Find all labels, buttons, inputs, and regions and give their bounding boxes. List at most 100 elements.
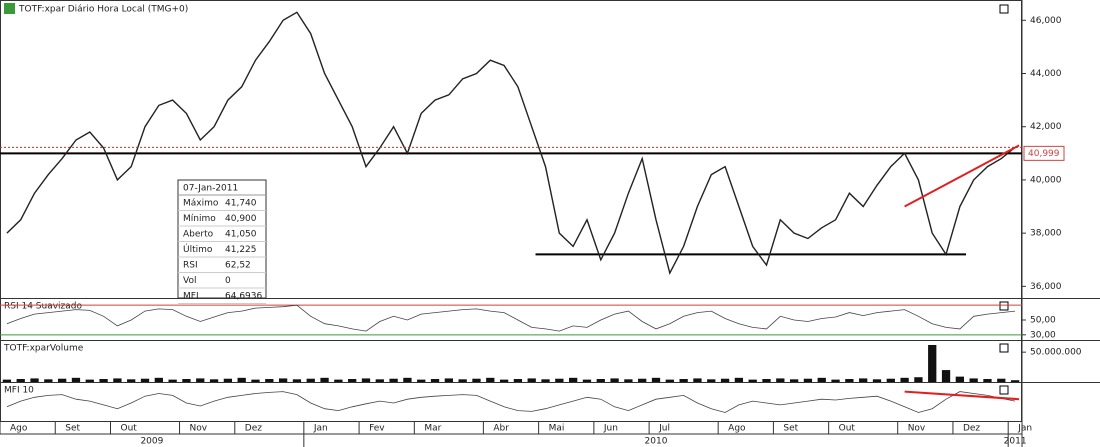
info-key: Mínimo — [183, 214, 216, 224]
volume-bar — [983, 379, 992, 382]
info-key: MFI — [183, 292, 199, 302]
y-tick-label: 42,000 — [1030, 122, 1062, 132]
volume-bar — [693, 378, 702, 382]
year-label: 2009 — [140, 437, 163, 447]
panel-title: TOTF:xparVolume — [3, 344, 84, 354]
volume-bar — [665, 379, 674, 382]
volume-bar — [513, 379, 523, 382]
x-tick-label: Jun — [603, 424, 618, 434]
volume-bar — [555, 378, 564, 382]
x-tick-label: Mai — [549, 424, 565, 434]
y-tick-label: 50.000.000 — [1030, 348, 1082, 358]
volume-bar — [389, 378, 398, 382]
x-tick-label: Ago — [10, 424, 28, 434]
maximize-button[interactable] — [999, 4, 1009, 14]
volume-bar — [762, 379, 771, 382]
x-tick-label: Nov — [908, 424, 926, 434]
y-tick-label: 46,000 — [1030, 16, 1062, 26]
series-line — [6, 391, 1016, 413]
volume-bar — [651, 377, 661, 382]
volume-bar — [361, 378, 371, 382]
info-value: 41,225 — [225, 245, 257, 255]
y-tick-label: 30,00 — [1030, 330, 1056, 340]
volume-bar — [223, 378, 233, 382]
volume-bar — [1010, 380, 1020, 382]
x-tick-label: Set — [783, 424, 798, 434]
info-key: Aberto — [183, 230, 214, 240]
volume-bar — [941, 370, 951, 382]
info-value: 62,52 — [225, 261, 251, 271]
volume-bar — [486, 377, 495, 382]
volume-bar — [499, 379, 509, 382]
volume-bar — [928, 344, 937, 382]
y-tick-label: 50,00 — [1030, 316, 1056, 326]
app-icon — [4, 3, 15, 14]
year-label: 2011 — [1004, 437, 1027, 447]
volume-bar — [209, 379, 219, 382]
volume-bar — [831, 379, 840, 382]
maximize-button[interactable] — [999, 301, 1009, 311]
volume-bar — [720, 378, 730, 382]
volume-bar — [789, 379, 799, 382]
volume-bar — [168, 379, 177, 382]
y-tick-label: 40,000 — [1030, 175, 1062, 185]
volume-bar — [458, 379, 467, 382]
volume-bar — [776, 378, 785, 382]
x-tick-label: Out — [120, 424, 137, 434]
volume-bar — [278, 378, 288, 382]
volume-bar — [417, 379, 426, 382]
y-tick-label: 38,000 — [1030, 229, 1062, 239]
volume-bar — [859, 378, 868, 382]
volume-bar — [140, 378, 150, 382]
x-tick-label: Set — [65, 424, 80, 434]
volume-bar — [748, 379, 757, 382]
volume-bar — [85, 379, 94, 382]
x-tick-label: Jul — [658, 424, 670, 434]
x-tick-label: Out — [839, 424, 856, 434]
volume-bar — [44, 379, 53, 382]
volume-bar — [292, 379, 302, 382]
y-tick-label: 44,000 — [1030, 69, 1062, 79]
series-line — [6, 304, 1016, 332]
volume-bar — [30, 378, 39, 382]
volume-bar — [16, 379, 25, 382]
volume-bar — [969, 378, 978, 382]
volume-bar — [886, 378, 895, 382]
volume-bar — [2, 379, 12, 382]
info-value: 40,900 — [225, 214, 257, 224]
volume-bar — [265, 379, 274, 382]
info-value: 0 — [225, 276, 231, 286]
year-label: 2010 — [645, 437, 668, 447]
volume-bar — [610, 378, 619, 382]
volume-bar — [596, 379, 605, 382]
volume-bar — [430, 379, 440, 382]
x-tick-label: Dez — [245, 424, 262, 434]
volume-bar — [444, 378, 453, 382]
volume-bar — [99, 379, 108, 382]
panel-title: RSI 14 Suavizado — [4, 302, 83, 312]
trend-line — [904, 144, 1020, 208]
volume-bar — [306, 378, 315, 382]
info-key: Vol — [183, 276, 196, 286]
x-tick-label: Mar — [424, 424, 441, 434]
volume-bar — [113, 378, 122, 382]
volume-bar — [334, 379, 343, 382]
volume-bar — [997, 378, 1006, 382]
volume-bar — [541, 379, 550, 382]
volume-bar — [58, 378, 67, 382]
maximize-button[interactable] — [999, 385, 1009, 395]
volume-bar — [845, 379, 854, 382]
panel-title: TOTF:xpar Diário Hora Local (TMG+0) — [18, 5, 188, 15]
volume-bar — [955, 376, 964, 382]
info-value: 41,740 — [225, 199, 257, 209]
volume-bar — [472, 378, 481, 382]
info-key: Máximo — [183, 199, 219, 209]
volume-bar — [71, 377, 81, 382]
volume-bar — [582, 379, 592, 382]
maximize-button[interactable] — [999, 343, 1009, 353]
volume-bar — [803, 378, 813, 382]
volume-bar — [707, 379, 716, 382]
volume-bar — [237, 377, 246, 382]
volume-bar — [182, 379, 191, 382]
